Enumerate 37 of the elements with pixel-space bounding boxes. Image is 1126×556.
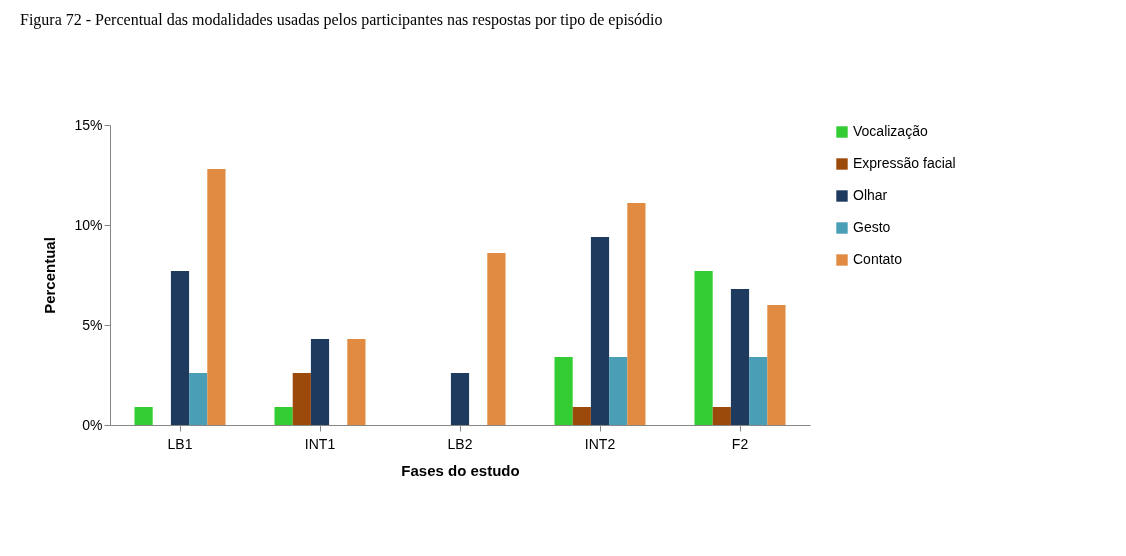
bar (554, 357, 573, 425)
y-tick-label: 10% (74, 216, 103, 233)
bar (730, 289, 750, 425)
bar (170, 271, 190, 425)
bar (694, 271, 713, 425)
y-tick-label: 15% (74, 116, 103, 133)
legend-label: Gesto (853, 219, 891, 235)
bar (347, 339, 366, 425)
x-tick-label: INT2 (584, 435, 616, 452)
chart-title: Figura 72 - Percentual das modalidades usadas pelos participantes nas respostas por tipo de episódio (20, 11, 663, 29)
x-tick-label: F2 (731, 435, 749, 452)
x-tick-label: INT1 (304, 435, 336, 452)
legend-label: Contato (853, 251, 903, 267)
x-tick-label: LB2 (447, 435, 473, 452)
y-tick-label: 0% (82, 416, 103, 433)
bar (627, 203, 646, 425)
bar (274, 407, 293, 425)
bar (207, 169, 226, 425)
bar (767, 305, 786, 425)
bar (189, 373, 208, 425)
bar (292, 373, 311, 425)
bar (572, 407, 591, 425)
legend-label: Vocalização (853, 123, 928, 139)
x-axis-title: Fases do estudo (401, 461, 520, 479)
legend-label: Olhar (853, 187, 888, 203)
bar (450, 373, 470, 425)
bar (487, 253, 506, 425)
bar (310, 339, 330, 425)
y-axis-title: Percentual (41, 237, 59, 314)
bar (590, 237, 610, 425)
bar (749, 357, 768, 425)
bar (609, 357, 628, 425)
y-tick-label: 5% (82, 316, 103, 333)
bar (712, 407, 731, 425)
bar (134, 407, 153, 425)
x-tick-label: LB1 (167, 435, 193, 452)
legend-label: Expressão facial (853, 155, 956, 171)
